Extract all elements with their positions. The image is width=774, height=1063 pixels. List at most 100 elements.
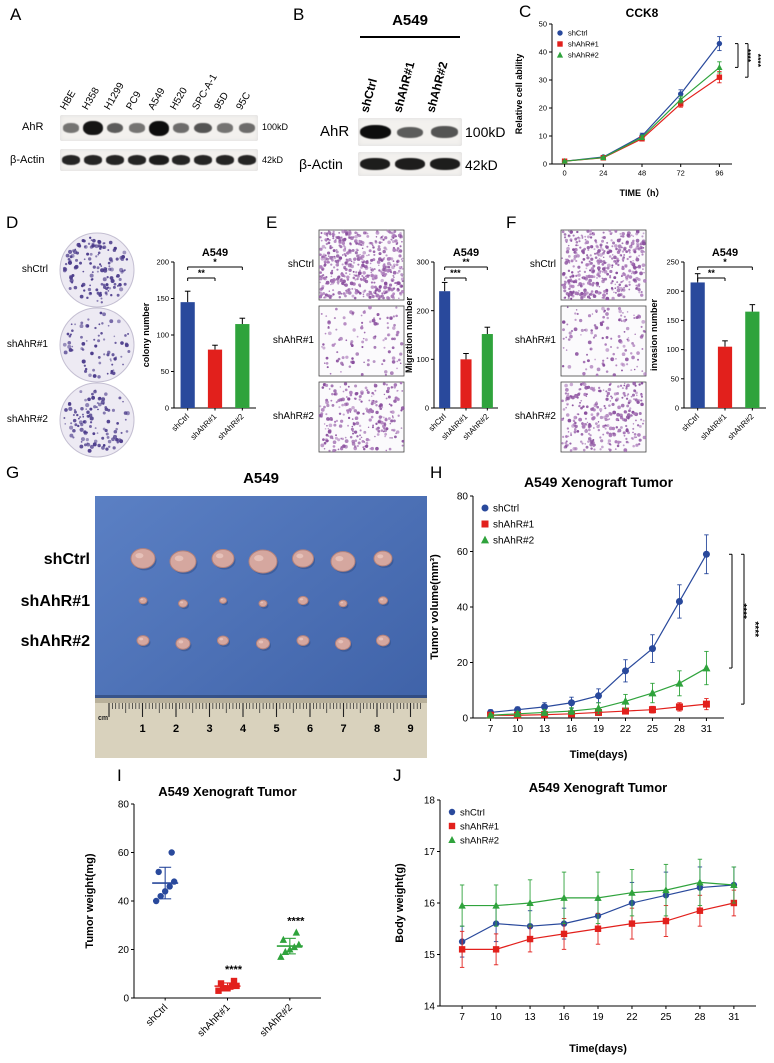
colony-well-label-shahr2: shAhR#2	[6, 414, 48, 425]
svg-text:shCtrl: shCtrl	[568, 29, 588, 38]
svg-text:**: **	[708, 268, 716, 278]
blot-band	[105, 155, 125, 165]
svg-text:20: 20	[539, 104, 547, 113]
knockdown-lane-label: shAhR#2	[423, 60, 451, 114]
invasion-image-label-shctrl: shCtrl	[529, 259, 556, 270]
body-weight-line-chart: 14 15 16 17 18 A549 Xenograft Tumor Body weigh…	[394, 780, 756, 1055]
svg-text:18: 18	[424, 796, 436, 807]
blot-band	[359, 125, 391, 139]
svg-text:9: 9	[407, 723, 413, 735]
svg-text:0: 0	[563, 169, 567, 178]
blot-band	[83, 120, 103, 136]
blot-band	[217, 123, 233, 133]
svg-text:40: 40	[457, 603, 469, 614]
svg-text:CCK8: CCK8	[626, 6, 659, 20]
svg-text:16: 16	[424, 899, 436, 910]
svg-text:16: 16	[566, 724, 578, 735]
svg-text:6: 6	[307, 723, 313, 735]
svg-text:31: 31	[701, 724, 713, 735]
svg-text:A549 Xenograft Tumor: A549 Xenograft Tumor	[529, 780, 667, 795]
svg-text:50: 50	[671, 374, 679, 383]
blot-band	[172, 123, 190, 133]
blot-b-ahr-size-label: 100kD	[465, 124, 506, 140]
svg-text:shAhR#2: shAhR#2	[216, 412, 246, 442]
svg-text:0: 0	[425, 404, 429, 413]
svg-text:A549: A549	[712, 247, 738, 259]
blot-band	[394, 158, 426, 170]
svg-text:Time(days): Time(days)	[570, 749, 628, 761]
svg-text:shAhR#1: shAhR#1	[196, 1002, 233, 1039]
svg-text:3: 3	[206, 723, 212, 735]
panel-b-title-underline	[360, 36, 460, 38]
svg-text:**: **	[462, 257, 470, 267]
panel-c-label: C	[519, 2, 532, 21]
migration-image-label-shctrl: shCtrl	[287, 259, 314, 270]
svg-text:shCtrl: shCtrl	[460, 807, 485, 818]
svg-text:Relative cell ability: Relative cell ability	[514, 54, 524, 135]
western-blot-actin-strip-a	[60, 149, 258, 171]
svg-text:0: 0	[165, 404, 169, 413]
tumor-row-label-shahr2: shAhR#2	[20, 633, 90, 650]
svg-text:150: 150	[156, 294, 169, 303]
xenograft-tumor-photo: 1 2 3 4 5 6 7 8 9 cm	[95, 496, 427, 758]
blot-band	[63, 123, 79, 133]
blot-band	[429, 158, 460, 170]
blot-band	[237, 155, 257, 165]
svg-text:shAhR#2: shAhR#2	[568, 51, 599, 60]
cell-line-lane-label: PC9	[124, 89, 144, 112]
svg-text:60: 60	[457, 547, 469, 558]
blot-band	[61, 155, 81, 165]
svg-text:10: 10	[491, 1012, 503, 1023]
blot-band	[238, 123, 256, 133]
blot-band	[149, 155, 169, 165]
svg-text:shCtrl: shCtrl	[493, 504, 519, 515]
svg-text:13: 13	[524, 1012, 536, 1023]
svg-text:*: *	[723, 257, 727, 267]
svg-text:Time(days): Time(days)	[569, 1043, 627, 1055]
migration-images	[318, 229, 405, 453]
svg-text:*: *	[213, 257, 217, 267]
cell-line-lane-label: H520	[168, 85, 190, 112]
svg-text:A549: A549	[202, 247, 228, 259]
svg-text:28: 28	[674, 724, 686, 735]
cck8-line-chart: 0 10 20 30 40 50 CCK8 Relative cell ability 0 24 4…	[514, 6, 763, 198]
tumor-weight-scatter-chart: 0 20 40 60 80 A549 Xenograft Tumor Tumor weigh…	[84, 784, 321, 1039]
blot-band	[193, 155, 213, 165]
migration-image-label-shahr2: shAhR#2	[272, 411, 314, 422]
panel-h-label: H	[430, 463, 443, 482]
svg-text:100: 100	[666, 345, 679, 354]
knockdown-lane-label: shAhR#1	[390, 60, 418, 114]
blot-band	[127, 155, 147, 165]
blot-band	[215, 155, 235, 165]
blot-band	[83, 155, 103, 165]
svg-text:19: 19	[593, 724, 605, 735]
tumor-row-label-shctrl: shCtrl	[43, 551, 90, 568]
svg-text:15: 15	[424, 950, 436, 961]
svg-text:100: 100	[156, 331, 169, 340]
svg-text:1: 1	[139, 723, 145, 735]
invasion-images	[560, 229, 647, 453]
panel-a-label: A	[10, 5, 22, 24]
blot-a-actin-size-label: 42kD	[262, 155, 284, 165]
panel-j-label: J	[393, 766, 402, 785]
svg-text:13: 13	[539, 724, 551, 735]
svg-text:shAhR#2: shAhR#2	[460, 835, 499, 846]
svg-text:cm: cm	[98, 715, 108, 722]
svg-text:****: ****	[287, 916, 305, 928]
svg-text:5: 5	[273, 723, 279, 735]
cell-line-lane-label: HBE	[58, 88, 79, 112]
tumor-row-label-shahr1: shAhR#1	[20, 593, 90, 610]
svg-text:31: 31	[728, 1012, 740, 1023]
svg-text:Tumor weight(mg): Tumor weight(mg)	[84, 853, 96, 948]
knockdown-lane-label: shCtrl	[357, 76, 380, 114]
colony-well-label-shahr1: shAhR#1	[6, 339, 48, 350]
svg-text:***: ***	[450, 268, 461, 278]
svg-text:72: 72	[677, 169, 685, 178]
western-blot-actin-strip-b	[358, 152, 462, 176]
cell-line-lane-label: H1299	[102, 80, 127, 112]
cell-line-lane-label: 95D	[212, 90, 232, 112]
svg-text:150: 150	[666, 316, 679, 325]
svg-text:****: ****	[753, 54, 763, 68]
svg-text:60: 60	[118, 848, 130, 859]
panel-f-label: F	[506, 213, 517, 232]
